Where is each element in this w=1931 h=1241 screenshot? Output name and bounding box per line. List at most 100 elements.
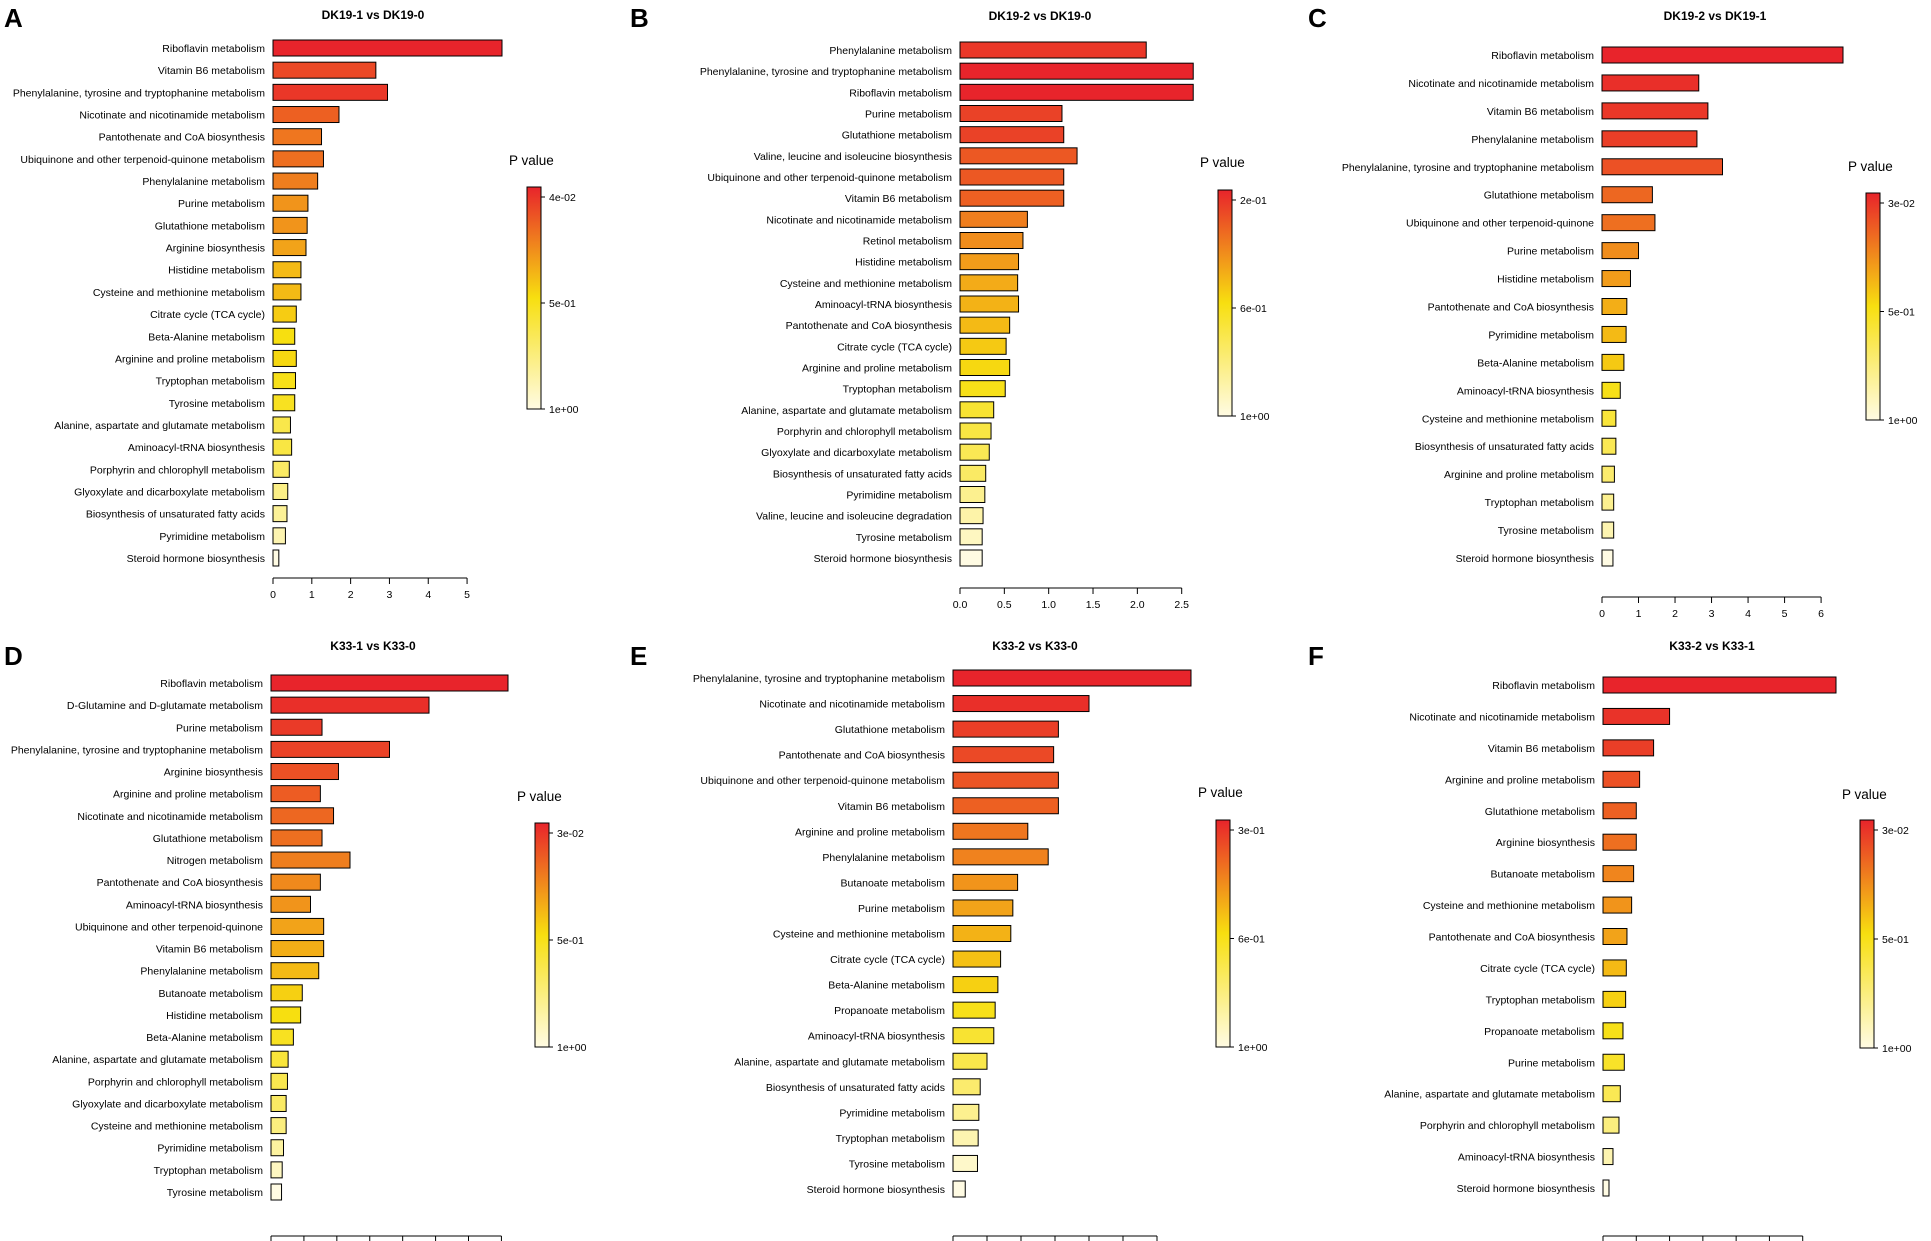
category-label: Cysteine and methionine metabolism	[91, 1121, 263, 1133]
legend-colorbar	[526, 186, 542, 410]
bar	[272, 150, 324, 168]
bar	[959, 83, 1194, 101]
category-label: Histidine metabolism	[855, 257, 952, 269]
panel-f: F K33-2 vs K33-1 Riboflavin metabolism Nico…	[1308, 639, 1912, 1241]
bar	[952, 822, 1029, 840]
x-tick-label: 4	[425, 589, 431, 601]
category-label: Aminoacyl-tRNA biosynthesis	[1457, 385, 1594, 397]
x-tick-label: 2	[1672, 608, 1678, 620]
bar	[270, 940, 325, 958]
legend-title: P value	[1200, 155, 1245, 170]
category-label: Citrate cycle (TCA cycle)	[837, 341, 952, 353]
bar	[952, 771, 1059, 789]
category-label: Valine, leucine and isoleucine degradati…	[756, 511, 952, 523]
legend-tick-label: 6e-01	[1238, 934, 1265, 946]
bar	[270, 873, 321, 891]
category-label: Cysteine and methionine metabolism	[1423, 900, 1595, 912]
category-label: Aminoacyl-tRNA biosynthesis	[815, 299, 952, 311]
category-label: Nicotinate and nicotinamide metabolism	[77, 811, 263, 823]
category-label: Pantothenate and CoA biosynthesis	[786, 320, 952, 332]
bar	[952, 1027, 995, 1045]
bar	[272, 438, 293, 456]
bar	[272, 460, 290, 478]
bar	[272, 527, 286, 545]
category-label: Pantothenate and CoA biosynthesis	[1429, 932, 1595, 944]
bar	[272, 261, 302, 279]
category-label: Purine metabolism	[865, 109, 952, 121]
legend-tick-label: 2e-01	[1240, 195, 1267, 207]
bar	[1601, 130, 1698, 148]
x-tick-label: 5	[1782, 608, 1788, 620]
panel-d: D K33-1 vs K33-0 Riboflavin metabolism D-Gl…	[4, 639, 587, 1241]
panel-title: DK19-2 vs DK19-0	[989, 9, 1092, 23]
bar	[272, 327, 296, 345]
panel-letter: E	[630, 641, 647, 671]
category-label: Phenylalanine metabolism	[142, 176, 265, 188]
category-label: Steroid hormone biosynthesis	[1456, 553, 1594, 565]
category-label: D-Glutamine and D-glutamate metabolism	[67, 700, 263, 712]
category-label: Tryptophan metabolism	[843, 384, 953, 396]
bar	[952, 1078, 981, 1096]
legend-colorbar	[1217, 189, 1233, 417]
category-label: Steroid hormone biosynthesis	[814, 553, 952, 565]
x-tick-label: 3	[1709, 608, 1715, 620]
category-label: Aminoacyl-tRNA biosynthesis	[808, 1031, 945, 1043]
bar	[1601, 381, 1621, 399]
bar	[952, 1052, 988, 1070]
category-label: Riboflavin metabolism	[849, 87, 952, 99]
bar	[959, 41, 1147, 59]
x-tick-label: 0.0	[953, 599, 968, 611]
panel-title: K33-2 vs K33-0	[992, 639, 1078, 653]
panel-title: DK19-2 vs DK19-1	[1664, 9, 1767, 23]
legend-title: P value	[1198, 785, 1243, 800]
bar	[952, 925, 1012, 942]
category-label: Tyrosine metabolism	[1498, 525, 1595, 537]
category-label: Tryptophan metabolism	[1486, 994, 1596, 1006]
category-label: Biosynthesis of unsaturated fatty acids	[1415, 441, 1594, 453]
bar	[1602, 1179, 1610, 1197]
bar	[272, 239, 307, 257]
category-label: Pyrimidine metabolism	[1488, 329, 1594, 341]
legend-colorbar	[1215, 819, 1231, 1048]
category-label: Pantothenate and CoA biosynthesis	[779, 750, 945, 762]
category-label: Phenylalanine, tyrosine and tryptophanin…	[700, 66, 952, 78]
bar	[270, 718, 323, 736]
bar	[959, 486, 986, 503]
category-label: Nicotinate and nicotinamide metabolism	[759, 699, 945, 711]
category-label: Nicotinate and nicotinamide metabolism	[766, 214, 952, 226]
bar	[272, 106, 340, 124]
bar	[1602, 1148, 1614, 1166]
bar	[959, 507, 984, 525]
category-label: Nitrogen metabolism	[167, 855, 264, 867]
category-label: Arginine biosynthesis	[166, 243, 265, 255]
bar	[1602, 865, 1635, 883]
category-label: Cysteine and methionine metabolism	[773, 929, 945, 941]
bar	[270, 1139, 285, 1157]
category-label: Nicotinate and nicotinamide metabolism	[79, 110, 265, 122]
panel-b: B DK19-2 vs DK19-0 Phenylalanine metabolis…	[630, 3, 1270, 611]
bar	[1601, 158, 1723, 176]
legend-tick-label: 5e-01	[557, 935, 584, 947]
bar	[270, 1072, 288, 1090]
category-label: Phenylalanine, tyrosine and tryptophanin…	[11, 744, 263, 756]
bar	[1601, 102, 1709, 120]
bar	[959, 210, 1028, 228]
category-label: Glyoxylate and dicarboxylate metabolism	[761, 447, 952, 459]
bar	[1602, 833, 1637, 851]
bar	[952, 669, 1192, 687]
legend-tick-label: 1e+00	[1882, 1043, 1912, 1055]
category-label: Purine metabolism	[1508, 1057, 1595, 1069]
category-label: Glutathione metabolism	[1485, 806, 1596, 818]
category-label: Pantothenate and CoA biosynthesis	[99, 132, 265, 144]
category-label: Alanine, aspartate and glutamate metabol…	[52, 1054, 263, 1066]
x-tick-label: 1	[1636, 608, 1642, 620]
category-label: Ubiquinone and other terpenoid-quinone	[75, 921, 263, 933]
x-tick-label: 1	[309, 589, 315, 601]
category-label: Citrate cycle (TCA cycle)	[150, 309, 265, 321]
category-label: Pyrimidine metabolism	[159, 531, 265, 543]
bar	[952, 1103, 980, 1121]
category-label: Arginine biosynthesis	[164, 767, 263, 779]
bar	[270, 1028, 294, 1046]
x-tick-label: 4	[1745, 608, 1751, 620]
